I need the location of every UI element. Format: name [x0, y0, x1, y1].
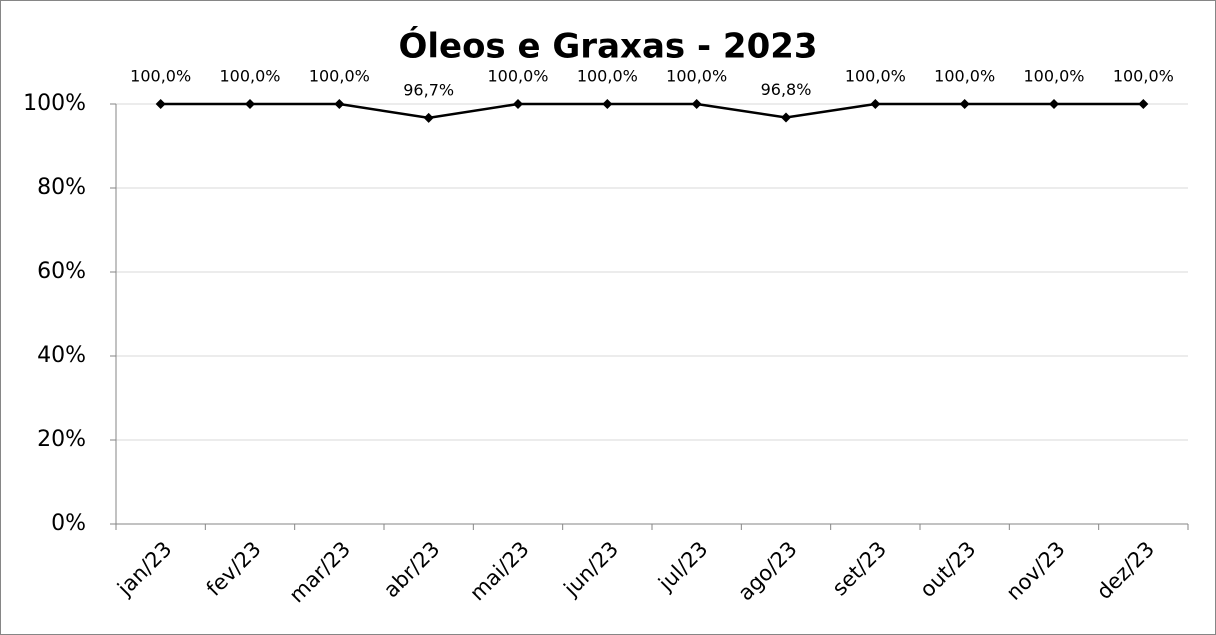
- y-tick-label: 100%: [23, 91, 86, 116]
- marker: [245, 99, 255, 109]
- data-label: 100,0%: [1113, 67, 1174, 86]
- marker: [959, 99, 970, 109]
- data-label: 100,0%: [487, 67, 548, 86]
- data-label: 96,8%: [761, 80, 812, 99]
- y-tick-label: 60%: [37, 259, 86, 284]
- y-tick-label: 40%: [37, 343, 86, 368]
- data-label: 100,0%: [934, 67, 995, 86]
- marker: [691, 99, 702, 109]
- data-label: 100,0%: [219, 67, 280, 86]
- marker: [423, 112, 434, 123]
- marker: [870, 99, 881, 109]
- line: [160, 102, 1144, 120]
- marker: [155, 99, 166, 109]
- chart-title: Óleos e Graxas - 2023: [398, 26, 817, 67]
- data-label: 100,0%: [577, 67, 638, 86]
- marker: [1049, 99, 1059, 109]
- data-label: 100,0%: [1023, 67, 1084, 86]
- marker: [602, 99, 613, 109]
- data-label: 96,7%: [403, 80, 454, 99]
- y-tick-label: 0%: [51, 511, 86, 536]
- marker: [1138, 99, 1149, 109]
- data-label: 100,0%: [130, 67, 191, 86]
- marker: [781, 112, 791, 123]
- data-label: 100,0%: [666, 67, 727, 86]
- marker: [334, 99, 345, 109]
- marker: [513, 99, 523, 109]
- y-tick-label: 20%: [37, 427, 86, 452]
- y-tick-label: 80%: [37, 175, 86, 200]
- data-label: 100,0%: [845, 67, 906, 86]
- data-label: 100,0%: [309, 67, 370, 86]
